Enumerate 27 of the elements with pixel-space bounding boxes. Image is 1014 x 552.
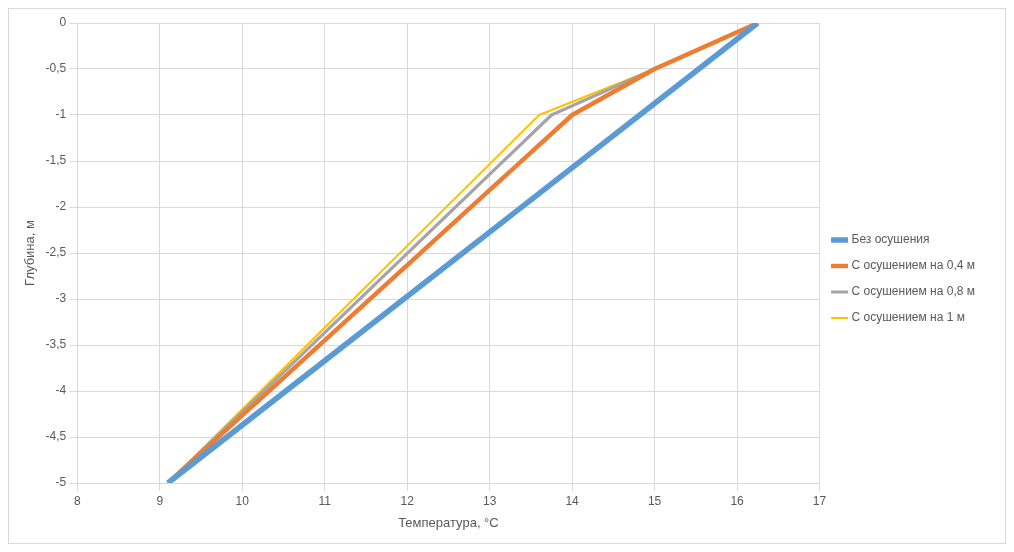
legend-label: С осушением на 0,8 м	[851, 284, 976, 299]
y-tick-label: -2,5	[45, 245, 67, 260]
x-tick-label: 16	[730, 493, 745, 508]
x-tick-label: 12	[400, 493, 415, 508]
y-axis-title: Глубина, м	[22, 220, 38, 286]
x-tick-label: 15	[647, 493, 662, 508]
y-tick-label: 0	[59, 15, 67, 30]
x-tick-label: 17	[812, 493, 827, 508]
y-tick-label: -5	[55, 475, 67, 490]
x-tick-label: 13	[482, 493, 497, 508]
y-tick-label: -4,5	[45, 429, 67, 444]
y-tick-label: -2	[55, 199, 67, 214]
y-tick-label: -3,5	[45, 337, 67, 352]
y-tick-label: -0,5	[45, 61, 67, 76]
x-tick-label: 9	[156, 493, 164, 508]
y-tick-label: -1	[55, 107, 67, 122]
x-tick-label: 14	[565, 493, 580, 508]
legend-label: С осушением на 0,4 м	[851, 258, 976, 273]
y-tick-label: -1,5	[45, 153, 67, 168]
legend-label: Без осушения	[851, 232, 930, 247]
x-tick-label: 11	[318, 493, 332, 508]
x-axis-title: Температура, °C	[398, 514, 499, 530]
y-tick-label: -4	[55, 383, 67, 398]
y-tick-label: -3	[55, 291, 67, 306]
legend-label: С осушением на 1 м	[851, 310, 966, 325]
x-tick-label: 10	[235, 493, 250, 508]
x-tick-label: 8	[73, 493, 81, 508]
